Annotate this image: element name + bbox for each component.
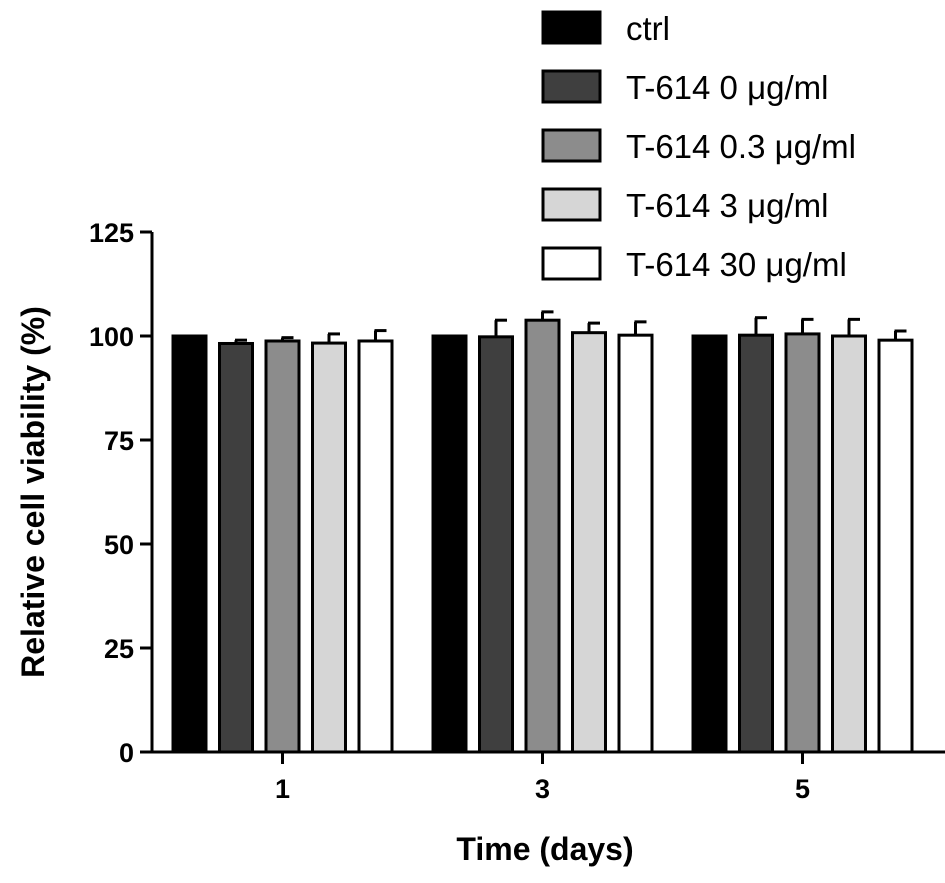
x-tick-label: 5 bbox=[795, 774, 810, 804]
bar bbox=[691, 334, 728, 754]
bar bbox=[524, 318, 561, 754]
y-tick-label: 75 bbox=[104, 426, 134, 456]
bar bbox=[264, 339, 301, 754]
y-tick-label: 50 bbox=[104, 530, 134, 560]
bar bbox=[738, 333, 774, 754]
legend-label: T-614 0.3 μg/ml bbox=[626, 128, 856, 165]
x-tick-label: 1 bbox=[275, 774, 290, 804]
bar bbox=[478, 335, 514, 754]
bar bbox=[171, 334, 208, 754]
y-tick-label: 25 bbox=[104, 634, 134, 664]
y-axis-title: Relative cell viability (%) bbox=[15, 306, 51, 678]
y-tick-label: 100 bbox=[89, 322, 134, 352]
bar bbox=[311, 341, 347, 754]
bar bbox=[218, 341, 254, 754]
legend-swatch bbox=[541, 246, 602, 281]
x-tick-label: 3 bbox=[535, 774, 550, 804]
legend-label: T-614 0 μg/ml bbox=[626, 69, 828, 106]
legend-swatch bbox=[541, 187, 602, 222]
bar bbox=[877, 338, 914, 754]
bar bbox=[571, 331, 607, 754]
legend: ctrl T-614 0 μg/ml T-614 0.3 μg/ml T-614 3 … bbox=[541, 10, 856, 283]
legend-swatch bbox=[541, 128, 602, 163]
legend-label: T-614 3 μg/ml bbox=[626, 187, 828, 224]
x-axis-title: Time (days) bbox=[456, 831, 633, 867]
bar bbox=[357, 339, 394, 754]
bar bbox=[617, 333, 654, 754]
legend-label: ctrl bbox=[626, 10, 670, 47]
bar bbox=[784, 332, 821, 754]
y-tick-label: 0 bbox=[119, 738, 134, 768]
legend-swatch bbox=[541, 10, 602, 45]
y-tick-label: 125 bbox=[89, 218, 134, 248]
legend-swatch bbox=[541, 69, 602, 104]
bar bbox=[831, 334, 867, 754]
axes-layer: 0 25 50 75 100 125 1 3 5 bbox=[89, 218, 945, 804]
legend-label: T-614 30 μg/ml bbox=[626, 246, 847, 283]
bar bbox=[431, 334, 468, 754]
bars-layer bbox=[171, 310, 914, 754]
